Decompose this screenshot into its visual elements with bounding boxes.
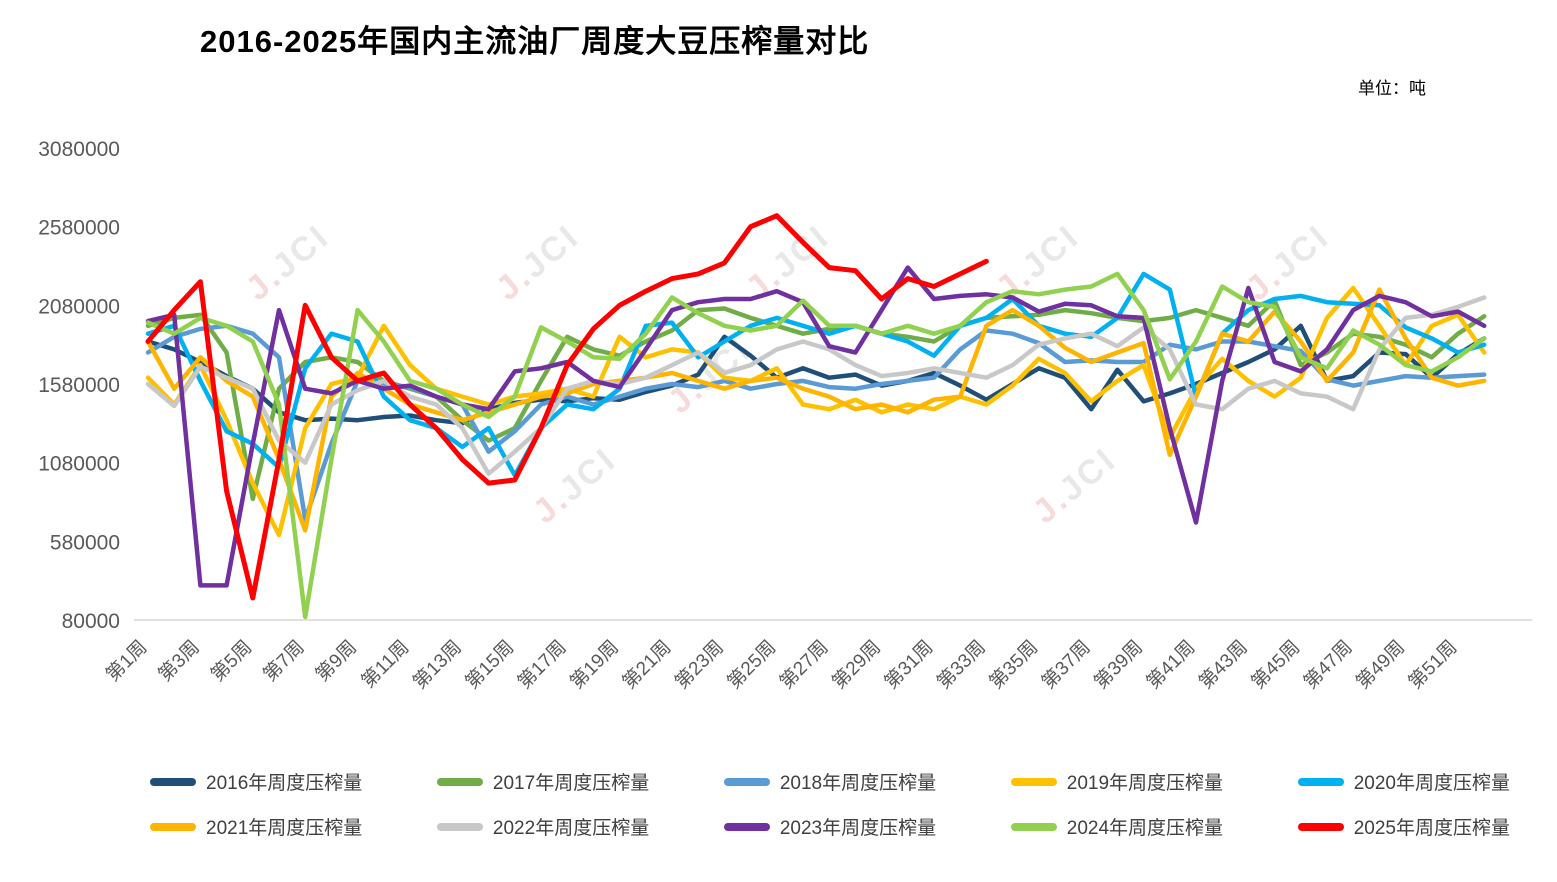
legend-row-1: 2016年周度压榨量 2017年周度压榨量 2018年周度压榨量 2019年周度压榨量… xyxy=(150,768,1510,795)
x-tick-label: 第39周 xyxy=(1090,636,1147,693)
x-tick-label: 第7周 xyxy=(259,636,309,686)
chart-title: 2016-2025年国内主流油厂周度大豆压榨量对比 xyxy=(200,24,870,59)
x-tick-label: 第3周 xyxy=(154,636,204,686)
x-tick-label: 第47周 xyxy=(1299,636,1356,693)
legend-label: 2025年周度压榨量 xyxy=(1353,818,1510,839)
y-tick-label: 1580000 xyxy=(38,374,120,397)
x-tick-label: 第9周 xyxy=(311,636,361,686)
series-line-2016年 xyxy=(145,323,1487,426)
x-tick-label: 第19周 xyxy=(566,636,623,693)
legend-row-2: 2021年周度压榨量 2022年周度压榨量 2023年周度压榨量 2024年周度压榨量… xyxy=(150,813,1510,840)
legend-item-2024年: 2024年周度压榨量 xyxy=(1010,813,1224,840)
y-tick-label: 580000 xyxy=(50,531,120,554)
x-tick-label: 第33周 xyxy=(933,636,990,693)
x-tick-label: 第31周 xyxy=(880,636,937,693)
legend-swatch xyxy=(436,822,483,831)
legend-swatch xyxy=(436,777,483,786)
jci-watermark: J.JCI xyxy=(526,440,624,531)
x-tick-label: 第13周 xyxy=(409,636,466,693)
legend-label: 2016年周度压榨量 xyxy=(206,773,363,794)
x-tick-label: 第37周 xyxy=(1037,636,1094,693)
legend-item-2016年: 2016年周度压榨量 xyxy=(150,768,362,795)
jci-watermark: J.JCI xyxy=(1239,217,1337,308)
x-tick-label: 第29周 xyxy=(828,636,885,693)
legend-swatch xyxy=(150,822,196,831)
legend-label: 2022年周度压榨量 xyxy=(492,818,650,839)
x-tick-label: 第25周 xyxy=(723,636,780,693)
legend-label: 2024年周度压榨量 xyxy=(1066,818,1224,839)
series-line-2024年 xyxy=(145,271,1487,620)
legend-swatch xyxy=(1297,822,1344,831)
x-tick-label: 第1周 xyxy=(102,636,152,686)
x-tick-label: 第23周 xyxy=(671,636,728,693)
legend-swatch xyxy=(1297,777,1344,786)
legend-item-2022年: 2022年周度压榨量 xyxy=(436,813,650,840)
series-line-2023年 xyxy=(145,265,1487,588)
x-tick-label: 第45周 xyxy=(1247,636,1304,693)
series-line-2019年 xyxy=(145,285,1487,538)
legend-label: 2023年周度压榨量 xyxy=(779,818,937,839)
y-tick-label: 3080000 xyxy=(38,138,120,161)
x-tick-label: 第17周 xyxy=(513,636,570,693)
x-tick-label: 第5周 xyxy=(206,636,256,686)
unit-label: 单位：吨 xyxy=(1358,79,1426,98)
legend-item-2025年: 2025年周度压榨量 xyxy=(1297,813,1510,840)
legend-swatch xyxy=(1010,777,1057,786)
legend-item-2020年: 2020年周度压榨量 xyxy=(1297,768,1510,795)
x-tick-label: 第51周 xyxy=(1404,636,1461,693)
legend-swatch xyxy=(723,822,770,831)
x-tick-label: 第11周 xyxy=(357,636,413,692)
series-line-2025年 xyxy=(145,213,989,601)
legend-item-2018年: 2018年周度压榨量 xyxy=(723,768,937,795)
legend-swatch xyxy=(150,777,196,786)
legend-item-2021年: 2021年周度压榨量 xyxy=(150,813,362,840)
legend-item-2023年: 2023年周度压榨量 xyxy=(723,813,937,840)
legend-swatch xyxy=(1010,822,1057,831)
x-tick-label: 第41周 xyxy=(1142,636,1199,693)
x-tick-label: 第21周 xyxy=(618,636,675,693)
legend-label: 2017年周度压榨量 xyxy=(492,773,650,794)
legend-item-2017年: 2017年周度压榨量 xyxy=(436,768,650,795)
jci-watermark: J.JCI xyxy=(239,217,337,308)
x-tick-label: 第27周 xyxy=(775,636,832,693)
x-tick-label: 第15周 xyxy=(461,636,518,693)
x-tick-label: 第35周 xyxy=(985,636,1042,693)
x-tick-label: 第49周 xyxy=(1352,636,1409,693)
legend-label: 2019年周度压榨量 xyxy=(1066,773,1224,794)
legend-label: 2018年周度压榨量 xyxy=(779,773,937,794)
y-tick-label: 2080000 xyxy=(38,295,120,318)
legend-label: 2021年周度压榨量 xyxy=(206,818,363,839)
legend-label: 2020年周度压榨量 xyxy=(1353,773,1510,794)
jci-watermark: J.JCI xyxy=(1026,440,1124,531)
y-tick-label: 80000 xyxy=(62,610,120,633)
y-tick-label: 2580000 xyxy=(38,217,120,240)
jci-watermark: J.JCI xyxy=(489,217,587,308)
legend-swatch xyxy=(723,777,770,786)
y-tick-label: 1080000 xyxy=(38,453,120,476)
legend-item-2019年: 2019年周度压榨量 xyxy=(1010,768,1224,795)
x-tick-label: 第43周 xyxy=(1195,636,1252,693)
